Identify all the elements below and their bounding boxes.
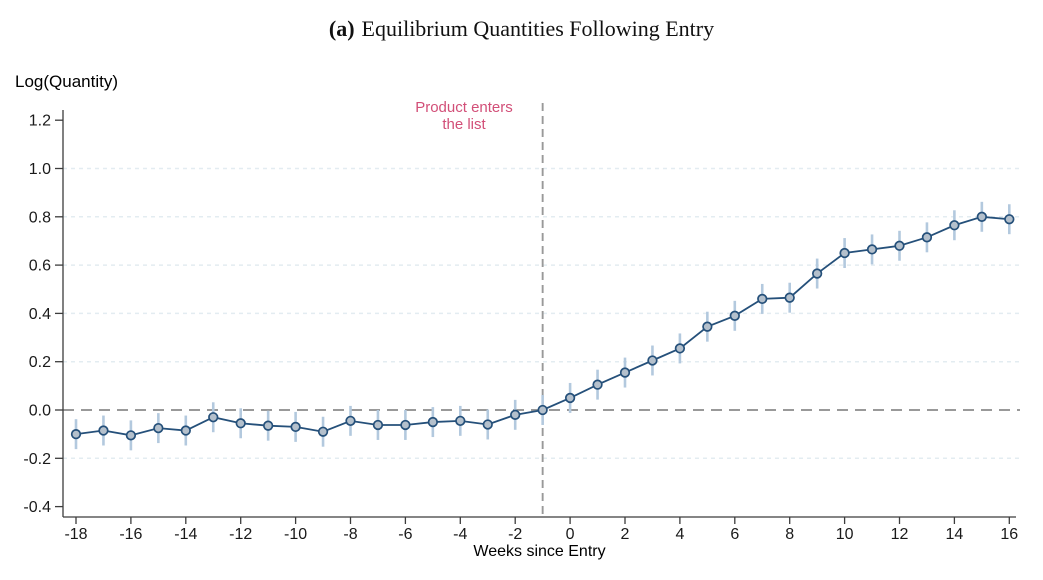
x-tick-label: -8 [343, 526, 357, 543]
x-axis-label: Weeks since Entry [473, 543, 606, 560]
data-point [976, 211, 987, 222]
data-point [592, 379, 603, 390]
x-tick-label: 10 [836, 526, 854, 543]
x-tick-label: -14 [174, 526, 197, 543]
data-point [482, 419, 493, 430]
x-tick-label: -10 [284, 526, 307, 543]
data-point [894, 240, 905, 251]
data-point [180, 425, 191, 436]
x-tick-label: 6 [730, 526, 739, 543]
data-point [1004, 214, 1015, 225]
y-tick-label: 0.2 [29, 354, 51, 371]
data-point [812, 268, 823, 279]
x-tick-label: 2 [621, 526, 630, 543]
data-point [537, 404, 548, 416]
x-tick-label: -16 [119, 526, 142, 543]
data-point [921, 232, 933, 243]
y-tick-label: 0.0 [29, 403, 51, 420]
data-point [619, 367, 631, 378]
data-point [702, 321, 713, 332]
x-tick-label: 0 [566, 526, 575, 543]
data-point [263, 420, 274, 431]
data-point [564, 392, 576, 404]
y-tick-label: 1.0 [29, 161, 51, 178]
data-point [729, 310, 740, 321]
data-point [949, 220, 960, 231]
data-point [674, 343, 686, 354]
data-point [235, 418, 246, 429]
event-annotation: Product enters the list [398, 99, 530, 133]
data-point [372, 419, 384, 431]
y-tick-label: 0.8 [29, 209, 51, 226]
y-tick-label: 1.2 [29, 113, 51, 130]
x-tick-label: -12 [229, 526, 252, 543]
data-point [757, 293, 768, 305]
x-tick-label: -6 [398, 526, 412, 543]
x-tick-label: 12 [891, 526, 909, 543]
data-point [400, 419, 411, 431]
data-point [866, 244, 878, 255]
x-tick-label: 4 [675, 526, 684, 543]
chart-title: (a) Equilibrium Quantities Following Entr… [0, 16, 1043, 42]
x-tick-label: 14 [946, 526, 964, 543]
title-text: Equilibrium Quantities Following Entry [361, 16, 715, 41]
y-tick-label: 0.4 [29, 306, 51, 323]
x-tick-label: 8 [785, 526, 794, 543]
data-point [125, 430, 137, 441]
y-tick-label: -0.2 [23, 451, 51, 468]
data-point [317, 426, 329, 437]
data-point [647, 355, 658, 366]
x-tick-label: -4 [453, 526, 467, 543]
data-point [839, 247, 850, 259]
x-tick-label: -18 [64, 526, 87, 543]
x-tick-label: 16 [1000, 526, 1018, 543]
data-point [153, 422, 164, 434]
title-panel-label: (a) [328, 16, 355, 41]
data-point [427, 416, 439, 428]
annotation-line2: the list [442, 116, 486, 133]
data-point [290, 421, 301, 433]
data-point [208, 412, 219, 423]
y-axis-label: Log(Quantity) [15, 72, 118, 91]
y-tick-label: 0.6 [29, 258, 51, 275]
y-tick-label: -0.4 [23, 499, 51, 516]
data-point [510, 409, 521, 420]
data-point [455, 415, 466, 427]
data-point [345, 415, 356, 427]
data-point [98, 425, 109, 436]
data-point [70, 429, 82, 440]
x-tick-label: -2 [508, 526, 522, 543]
data-point [784, 292, 795, 303]
annotation-line1: Product enters [415, 99, 513, 116]
